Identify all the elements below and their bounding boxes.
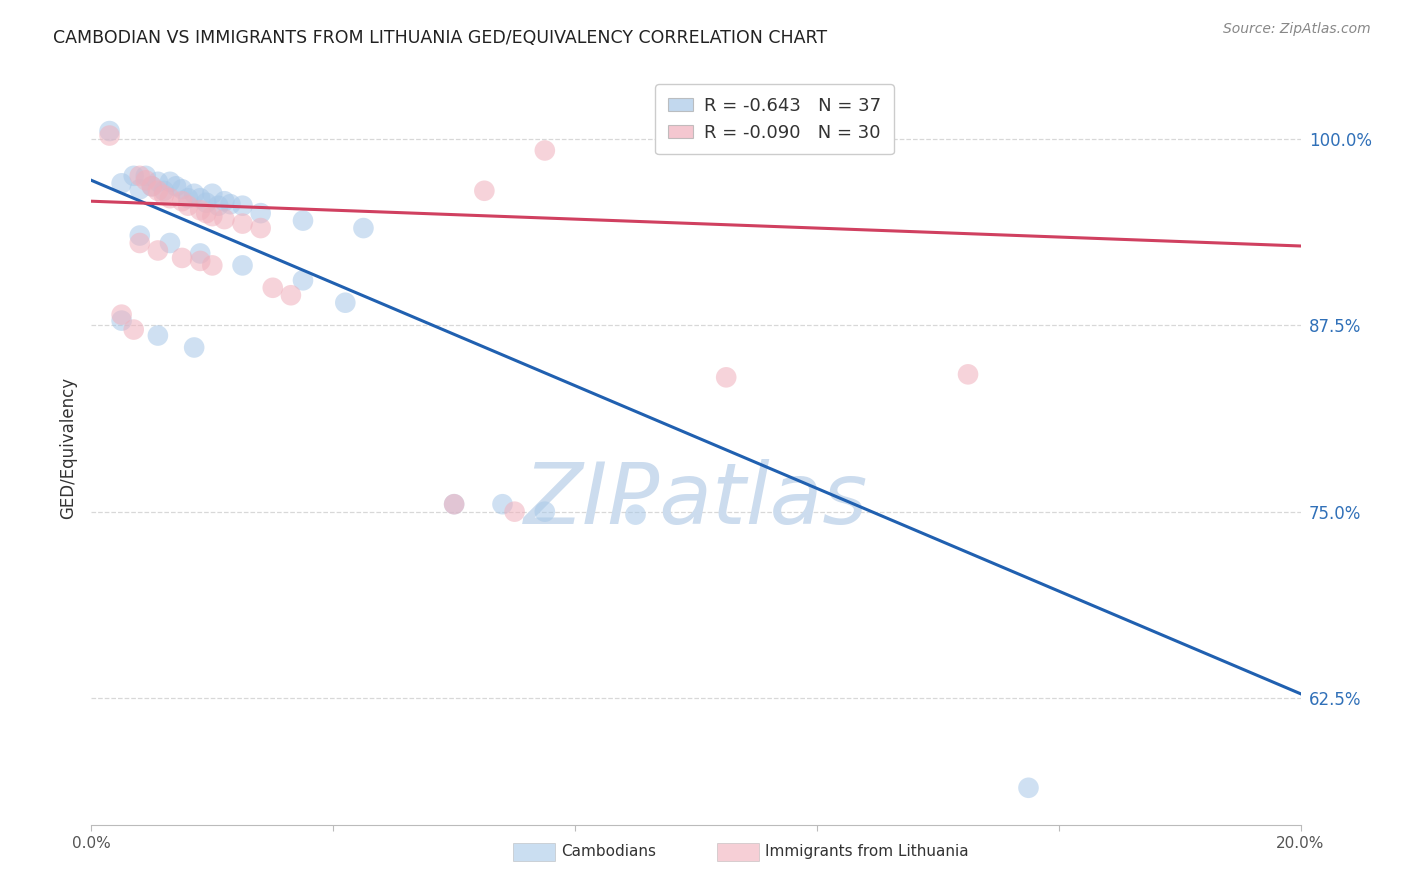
Point [443, 497, 465, 511]
Point [335, 295, 357, 310]
Point [624, 508, 647, 522]
Legend: R = -0.643   N = 37, R = -0.090   N = 30: R = -0.643 N = 37, R = -0.090 N = 30 [655, 84, 894, 154]
Point [98, 124, 121, 138]
Point [188, 203, 211, 218]
Point [111, 313, 132, 327]
Point [1018, 780, 1040, 795]
Y-axis label: GED/Equivalency: GED/Equivalency [59, 377, 77, 519]
Point [172, 194, 194, 209]
Point [135, 169, 157, 183]
Text: ZIPatlas: ZIPatlas [524, 459, 868, 542]
Point [146, 328, 169, 343]
Point [159, 235, 181, 250]
Point [231, 217, 253, 231]
Point [153, 188, 176, 202]
Point [188, 191, 211, 205]
Point [503, 505, 526, 519]
Point [128, 169, 150, 183]
Point [177, 199, 200, 213]
Point [201, 259, 224, 273]
Point [165, 179, 187, 194]
Point [177, 191, 200, 205]
Point [956, 368, 979, 382]
Point [472, 184, 495, 198]
Point [111, 176, 132, 190]
Point [146, 244, 169, 258]
Text: CAMBODIAN VS IMMIGRANTS FROM LITHUANIA GED/EQUIVALENCY CORRELATION CHART: CAMBODIAN VS IMMIGRANTS FROM LITHUANIA G… [53, 29, 828, 47]
Point [352, 221, 374, 235]
Point [219, 197, 242, 211]
Text: Source: ZipAtlas.com: Source: ZipAtlas.com [1223, 22, 1371, 37]
Point [443, 497, 465, 511]
Point [262, 281, 284, 295]
Point [231, 259, 253, 273]
Point [292, 273, 315, 287]
Point [533, 505, 555, 519]
Point [159, 191, 181, 205]
Point [111, 308, 132, 322]
Point [98, 128, 121, 143]
Point [231, 199, 253, 213]
Point [188, 254, 211, 268]
Point [141, 179, 163, 194]
Point [249, 206, 271, 220]
Point [201, 209, 224, 223]
Point [122, 169, 145, 183]
Text: Cambodians: Cambodians [561, 845, 657, 859]
Point [533, 144, 555, 158]
Point [172, 251, 194, 265]
Point [214, 194, 236, 209]
Point [280, 288, 302, 302]
Point [122, 322, 145, 336]
Point [201, 186, 224, 201]
Point [153, 184, 176, 198]
Point [249, 221, 271, 235]
Point [128, 182, 150, 196]
Point [195, 195, 218, 210]
Point [128, 235, 150, 250]
Point [172, 182, 194, 196]
Point [491, 497, 513, 511]
Point [135, 173, 157, 187]
Point [714, 370, 737, 384]
Point [183, 186, 205, 201]
Point [188, 246, 211, 260]
Point [207, 199, 229, 213]
Point [146, 184, 169, 198]
Point [128, 228, 150, 243]
Text: Immigrants from Lithuania: Immigrants from Lithuania [765, 845, 969, 859]
Point [214, 212, 236, 227]
Point [183, 341, 205, 355]
Point [292, 213, 315, 227]
Point [141, 179, 163, 194]
Point [159, 175, 181, 189]
Point [195, 206, 218, 220]
Point [146, 175, 169, 189]
